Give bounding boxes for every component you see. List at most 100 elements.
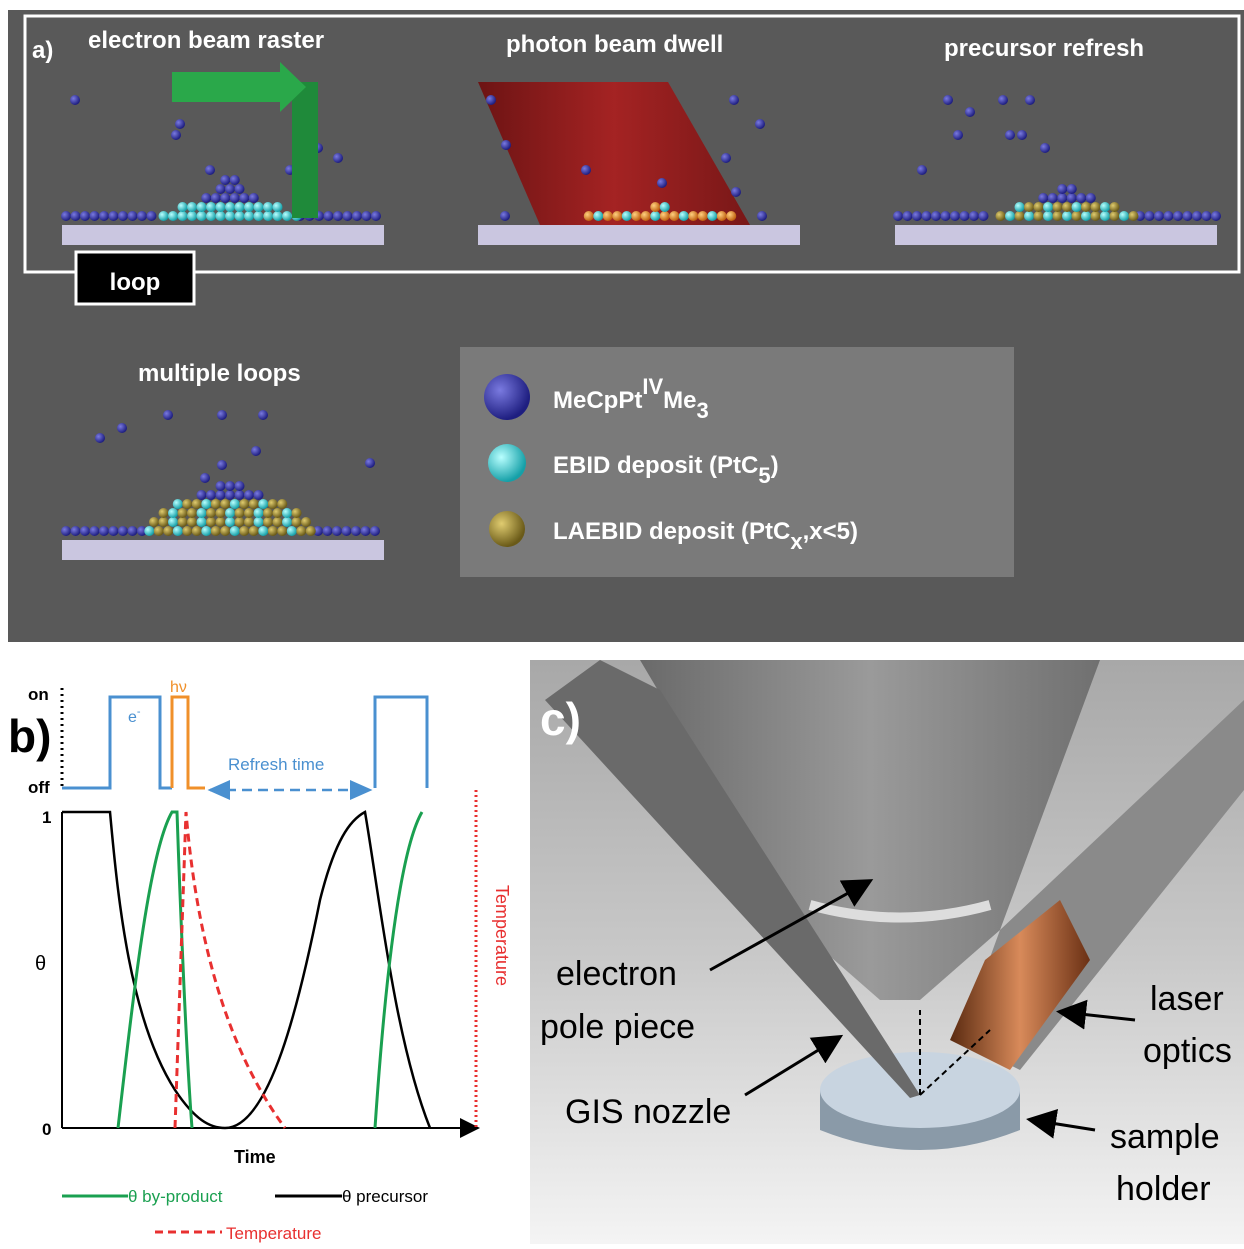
molecule [235,517,245,527]
step-title: electron beam raster [88,27,324,54]
molecule [1183,211,1193,221]
molecule [251,446,261,456]
molecule [282,508,292,518]
molecule [244,517,254,527]
molecule [182,499,192,509]
molecule [1024,202,1034,212]
molecule [1076,193,1086,203]
molecule [192,499,202,509]
molecule [230,526,240,536]
callout: GIS nozzle [565,1093,731,1131]
axis-label: off [28,778,50,797]
molecule [201,499,211,509]
molecule [197,211,207,221]
molecule [182,526,192,536]
molecule [1024,211,1034,221]
molecule [206,211,216,221]
molecule [612,211,622,221]
molecule [1048,193,1058,203]
molecule [220,175,230,185]
molecule [61,211,71,221]
molecule [225,184,235,194]
molecule [244,490,254,500]
molecule [254,202,264,212]
molecule [109,526,119,536]
molecule [679,211,689,221]
molecule [282,211,292,221]
molecule [168,517,178,527]
molecule [969,211,979,221]
molecule [650,202,660,212]
molecule [979,211,989,221]
molecule [225,481,235,491]
refresh-label: Refresh time [228,755,324,774]
molecule [1164,211,1174,221]
molecule [70,95,80,105]
molecule [1005,130,1015,140]
molecule [324,211,334,221]
molecule [1173,211,1183,221]
molecule [1067,193,1077,203]
molecule [301,517,311,527]
molecule [109,211,119,221]
molecule [206,517,216,527]
molecule [273,517,283,527]
molecule [1072,211,1082,221]
molecule [1067,184,1077,194]
molecule [159,508,169,518]
molecule [273,211,283,221]
molecule [996,211,1006,221]
molecule [1043,202,1053,212]
molecule [225,517,235,527]
molecule [361,526,371,536]
callout: optics [1143,1032,1232,1070]
molecule [755,119,765,129]
molecule [244,508,254,518]
substrate [478,225,800,245]
molecule [235,184,245,194]
molecule [159,517,169,527]
molecule [296,526,306,536]
molecule [80,526,90,536]
panel-label: a) [32,37,53,64]
molecule [197,490,207,500]
molecule [731,187,741,197]
molecule [149,517,159,527]
molecule [200,473,210,483]
axis-label: on [28,685,49,704]
molecule [941,211,951,221]
molecule [249,499,259,509]
panel-label: c) [540,693,581,745]
molecule [657,178,667,188]
molecule [1202,211,1212,221]
molecule [230,499,240,509]
molecule [669,211,679,221]
molecule [1100,211,1110,221]
legend-entry: θ precursor [342,1187,428,1206]
molecule [90,526,100,536]
electron-pulse [62,697,427,788]
molecule [581,165,591,175]
molecule [273,202,283,212]
substrate [895,225,1217,245]
molecule [931,211,941,221]
molecule [206,202,216,212]
pulse-label: e- [128,706,141,726]
molecule [178,508,188,518]
molecule [1110,211,1120,221]
molecule [729,95,739,105]
molecule [144,526,154,536]
molecule [159,211,169,221]
molecule [258,499,268,509]
molecule [998,95,1008,105]
molecule [1043,211,1053,221]
molecule [230,193,240,203]
molecule [197,202,207,212]
molecule [61,526,71,536]
molecule [650,211,660,221]
axis-label: Time [234,1147,276,1167]
molecule [171,130,181,140]
molecule [206,490,216,500]
molecule [306,526,316,536]
molecule [217,460,227,470]
